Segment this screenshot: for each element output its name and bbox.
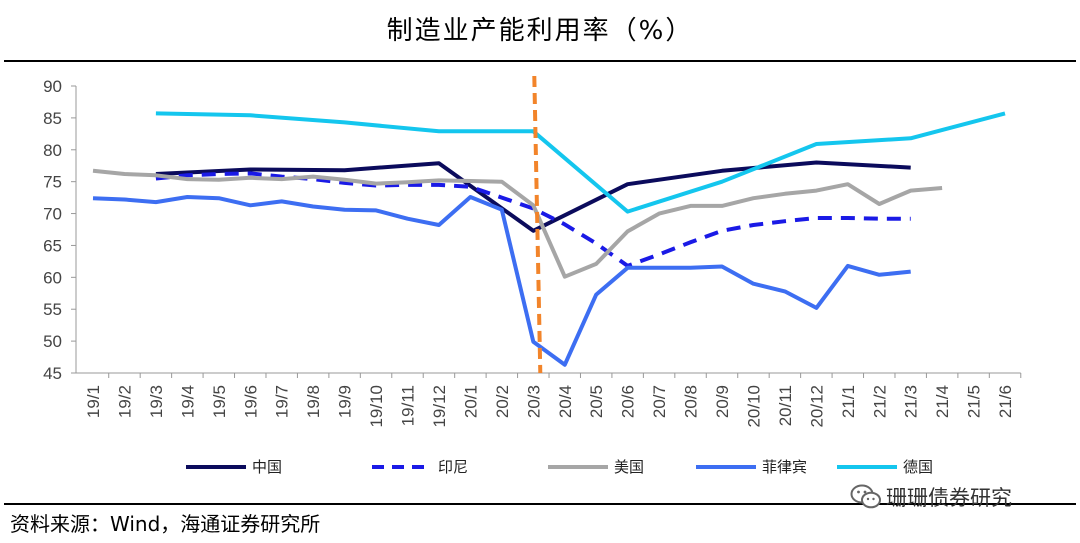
legend-label-德国: 德国 xyxy=(903,458,933,476)
x-tick-label: 20/6 xyxy=(619,385,638,418)
x-tick-label: 21/2 xyxy=(870,385,889,418)
x-tick-label: 20/5 xyxy=(587,385,606,418)
x-tick-label: 19/2 xyxy=(115,385,134,418)
y-tick-label: 65 xyxy=(43,236,62,255)
watermark-text: 珊珊债券研究 xyxy=(886,486,1012,510)
x-tick-label: 19/1 xyxy=(84,385,103,418)
x-tick-label: 19/10 xyxy=(367,385,386,428)
x-tick-label: 20/11 xyxy=(776,385,795,426)
x-tick-label: 21/3 xyxy=(902,385,921,418)
x-tick-label: 19/4 xyxy=(178,385,197,418)
chart-title: 制造业产能利用率（%） xyxy=(386,16,694,46)
legend-label-美国: 美国 xyxy=(614,458,644,476)
x-tick-label: 20/4 xyxy=(556,385,575,418)
y-tick-label: 80 xyxy=(43,141,62,160)
vertical-marker-line xyxy=(532,75,543,374)
legend-label-中国: 中国 xyxy=(252,458,282,476)
y-tick-label: 55 xyxy=(43,300,62,319)
x-tick-label: 20/1 xyxy=(461,385,480,418)
x-tick-label: 20/9 xyxy=(713,385,732,418)
legend-label-菲律宾: 菲律宾 xyxy=(762,458,807,476)
y-tick-label: 90 xyxy=(43,77,62,96)
watermark: 珊珊债券研究 xyxy=(850,480,1012,514)
x-tick-label: 21/5 xyxy=(965,385,984,418)
chart-lines xyxy=(92,75,1006,374)
y-tick-label: 60 xyxy=(43,268,62,287)
wechat-icon xyxy=(850,484,881,509)
series-line-中国 xyxy=(155,160,911,233)
x-tick-label: 20/8 xyxy=(682,385,701,418)
line-chart: 45 50 55 60 65 70 75 80 85 90 19/1 19/2 19/3 19/4 19/5… xyxy=(43,75,1022,476)
x-tick-label: 19/6 xyxy=(241,385,260,418)
x-tick-label: 19/9 xyxy=(336,385,355,418)
chart-axes: 45 50 55 60 65 70 75 80 85 90 19/1 19/2 19/3 19/4 19/5… xyxy=(43,77,1022,428)
y-tick-label: 75 xyxy=(43,173,62,192)
x-tick-label: 20/2 xyxy=(493,385,512,418)
series-line-菲律宾 xyxy=(92,195,911,367)
y-tick-label: 70 xyxy=(43,205,62,224)
x-tick-label: 21/6 xyxy=(996,385,1015,418)
y-tick-label: 85 xyxy=(43,109,62,128)
x-tick-label: 19/5 xyxy=(210,385,229,418)
x-tick-label: 19/7 xyxy=(273,385,292,418)
x-tick-label: 20/10 xyxy=(744,385,763,428)
chart-legend: 中国 印尼 美国 菲律宾 德国 xyxy=(186,458,933,476)
x-tick-label: 19/3 xyxy=(147,385,166,418)
x-tick-label: 20/12 xyxy=(807,385,826,428)
x-tick-label: 19/12 xyxy=(430,385,449,428)
series-line-印尼 xyxy=(155,171,911,268)
top-rule xyxy=(4,60,1076,62)
y-tick-label: 50 xyxy=(43,332,62,351)
series-line-德国 xyxy=(155,111,1006,214)
x-tick-label: 20/7 xyxy=(650,385,669,418)
legend-label-印尼: 印尼 xyxy=(438,458,468,476)
y-tick-label: 45 xyxy=(43,364,62,383)
series-line-美国 xyxy=(92,168,943,279)
x-tick-label: 19/8 xyxy=(304,385,323,418)
x-tick-label: 20/3 xyxy=(524,385,543,418)
source-note: 资料来源：Wind，海通证券研究所 xyxy=(10,512,321,536)
x-tick-label: 19/11 xyxy=(399,385,418,426)
x-tick-label: 21/1 xyxy=(839,385,858,418)
x-tick-label: 21/4 xyxy=(933,385,952,418)
bottom-rule xyxy=(4,503,1076,505)
